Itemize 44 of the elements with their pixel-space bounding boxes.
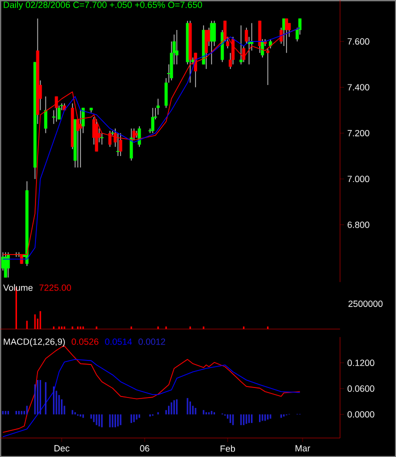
candlestick bbox=[266, 48, 270, 86]
y-tick-label: 7.600 bbox=[348, 38, 370, 45]
x-tick-label: Mar bbox=[296, 445, 310, 452]
candlestick bbox=[100, 132, 104, 145]
candlestick bbox=[54, 96, 58, 122]
y-tick-label: 7.000 bbox=[348, 176, 370, 182]
candlestick bbox=[164, 78, 168, 108]
text: 2500000 bbox=[348, 300, 383, 307]
candlestick bbox=[4, 252, 8, 278]
candlestick bbox=[130, 128, 133, 162]
text: 0.0514 bbox=[105, 338, 132, 345]
y-tick-label: 7.400 bbox=[348, 84, 370, 90]
y-tick-label: 7.200 bbox=[348, 130, 370, 136]
candlestick bbox=[239, 25, 243, 65]
candlestick bbox=[44, 96, 48, 134]
chart-title: Daily 02/28/2006 C=7.700 +.050 +0.65% O=7.650 bbox=[4, 1, 202, 10]
candlestick bbox=[204, 30, 208, 70]
chart-subtitle: 7225.00 bbox=[39, 284, 72, 291]
candlestick bbox=[151, 108, 154, 134]
chart-title: MACD(12,26,9) bbox=[4, 338, 65, 347]
line-series bbox=[2, 346, 300, 433]
text: 0.0012 bbox=[138, 338, 166, 345]
candlestick bbox=[260, 38, 264, 58]
line-series bbox=[2, 358, 300, 438]
candlestick bbox=[212, 20, 216, 46]
y-tick-label: 0.0600 bbox=[348, 385, 374, 392]
candlestick bbox=[6, 252, 10, 278]
candlestick bbox=[52, 110, 56, 124]
series-label: 0.0526 bbox=[72, 338, 98, 345]
y-tick-label: 6.800 bbox=[348, 222, 370, 228]
candlestick bbox=[268, 38, 272, 49]
candlestick bbox=[138, 126, 141, 148]
candlestick bbox=[108, 130, 112, 148]
y-tick-label: 0.1200 bbox=[348, 360, 374, 366]
x-tick-label: 06 bbox=[140, 445, 150, 452]
candlestick bbox=[78, 110, 82, 168]
y-tick-label: 0.0000 bbox=[348, 411, 374, 418]
x-tick-label: Dec bbox=[54, 445, 70, 452]
candlestick bbox=[156, 98, 160, 116]
chart-title: Volume bbox=[3, 284, 33, 291]
candlestick bbox=[58, 105, 61, 120]
candlestick bbox=[119, 132, 122, 156]
candlestick bbox=[284, 18, 288, 54]
x-tick-label: Feb bbox=[220, 445, 235, 452]
